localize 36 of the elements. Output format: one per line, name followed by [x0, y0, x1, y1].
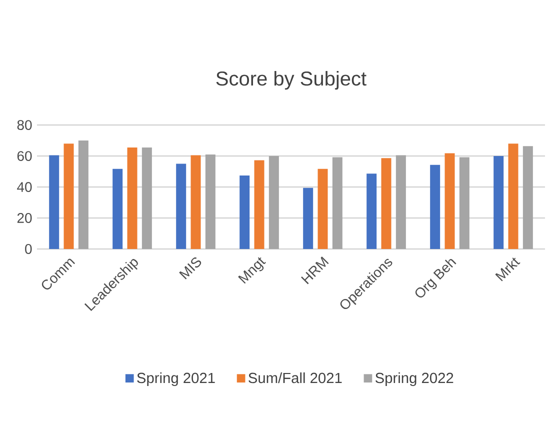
bar — [64, 144, 74, 249]
bar — [254, 160, 264, 249]
bar — [190, 155, 201, 249]
bar — [459, 157, 470, 249]
y-tick-label: 0 — [25, 244, 32, 254]
x-tick-label: MIS — [179, 257, 202, 280]
legend-label: Spring 2021 — [137, 372, 215, 386]
y-tick-label: 80 — [17, 120, 32, 130]
bar — [78, 140, 88, 249]
chart-title: Score by Subject — [216, 70, 366, 90]
bar — [205, 154, 216, 249]
x-tick-label: Mrkt — [495, 258, 520, 282]
bar — [508, 144, 518, 249]
bar — [381, 158, 392, 249]
bar — [332, 157, 342, 249]
bar — [176, 164, 186, 249]
y-tick-label: 20 — [17, 213, 32, 223]
legend-label: Sum/Fall 2021 — [248, 372, 342, 384]
legend-label: Spring 2022 — [375, 372, 454, 386]
y-tick-label: 60 — [17, 151, 32, 161]
bar — [366, 174, 377, 249]
bar — [430, 164, 440, 249]
bar — [522, 146, 533, 249]
bar — [444, 153, 455, 249]
bar — [49, 155, 60, 249]
bar — [112, 168, 123, 249]
bar — [127, 147, 138, 249]
bar — [318, 168, 328, 249]
bar — [142, 147, 152, 249]
bar — [240, 176, 250, 249]
bar — [303, 188, 314, 249]
bar — [396, 155, 406, 249]
bar — [494, 156, 504, 249]
y-tick-label: 40 — [17, 182, 32, 192]
bar — [268, 156, 279, 249]
x-tick-label: Org Beh — [415, 258, 456, 298]
